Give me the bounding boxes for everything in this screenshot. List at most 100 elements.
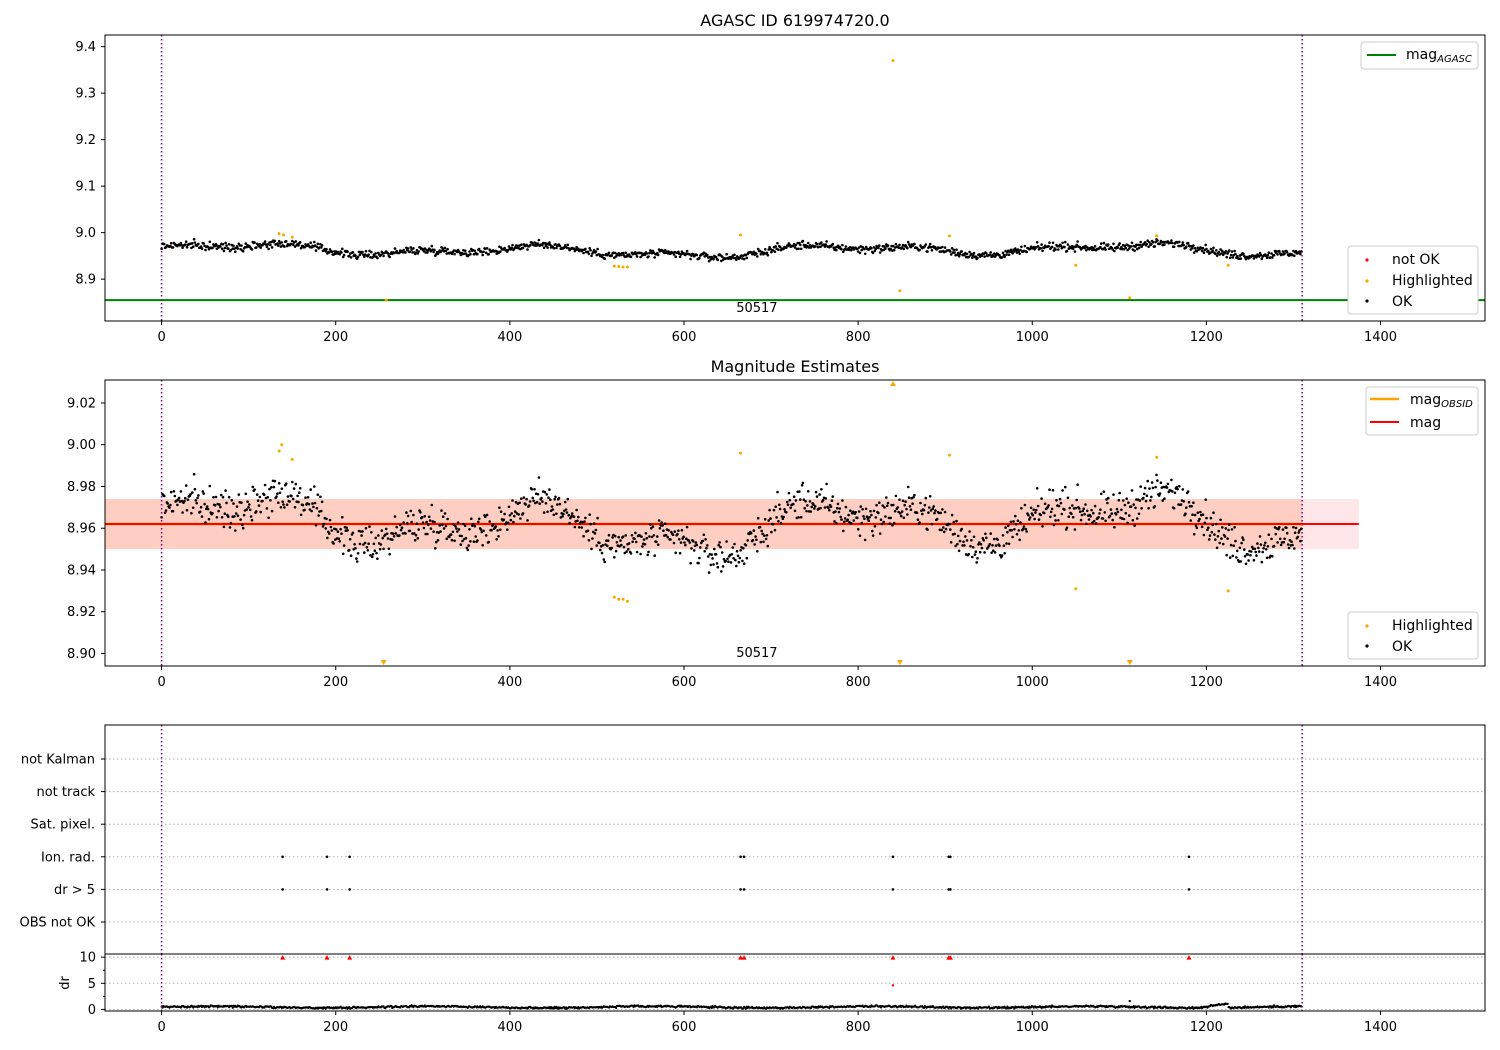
ok-point — [801, 239, 805, 243]
ok-point — [265, 507, 269, 510]
ok-point — [372, 542, 376, 546]
ok-point — [1071, 515, 1075, 519]
ok-point — [706, 555, 710, 558]
ok-point — [1199, 510, 1202, 514]
ok-point — [468, 528, 471, 531]
ok-point — [413, 538, 417, 542]
ok-point — [996, 538, 999, 541]
ok-point — [679, 541, 683, 544]
ok-point — [1186, 490, 1190, 493]
ok-point — [713, 547, 716, 551]
ok-point — [763, 248, 767, 251]
ok-point — [1291, 543, 1294, 547]
legend-mag-label: mag — [1410, 415, 1441, 431]
ok-point — [708, 255, 712, 259]
ok-point — [755, 252, 758, 256]
ok-point — [1226, 537, 1229, 540]
ok-point — [317, 514, 320, 517]
ok-point — [439, 530, 442, 533]
ok-point — [872, 509, 876, 513]
ok-point — [762, 540, 765, 544]
ok-point — [1151, 486, 1155, 490]
ok-point — [1124, 246, 1128, 250]
ok-point — [183, 499, 186, 503]
ok-point — [752, 250, 756, 254]
ok-point — [1047, 504, 1050, 507]
x-tick-label: 200 — [323, 1020, 348, 1035]
ok-point — [1139, 485, 1142, 488]
ok-point — [176, 503, 179, 507]
ok-point — [567, 513, 570, 517]
ok-point — [206, 507, 210, 511]
ok-point — [1048, 241, 1051, 244]
dr-point — [710, 1006, 713, 1010]
ok-point — [674, 551, 677, 555]
ok-point — [860, 248, 863, 252]
ok-point — [241, 249, 245, 253]
x-tick-label: 1000 — [1016, 330, 1049, 345]
ok-point — [570, 515, 573, 518]
ok-point — [444, 249, 448, 253]
ok-point — [667, 529, 670, 532]
ok-point — [963, 544, 966, 547]
ok-point — [1023, 503, 1027, 507]
ok-point — [1189, 519, 1192, 522]
legend-not-ok-marker — [1365, 258, 1369, 262]
ok-point — [1262, 547, 1265, 550]
highlighted-point — [621, 265, 625, 269]
ok-point — [1145, 494, 1149, 498]
ok-point — [644, 532, 648, 535]
ok-point — [1247, 559, 1250, 562]
ok-point — [291, 243, 295, 246]
ok-point — [627, 542, 631, 545]
ok-point — [583, 520, 586, 523]
ok-point — [742, 547, 745, 550]
ok-point — [823, 245, 827, 248]
ok-point — [250, 518, 254, 522]
ok-point — [714, 553, 718, 556]
ok-point — [815, 242, 819, 246]
ok-point — [1208, 534, 1212, 537]
ok-point — [741, 559, 744, 563]
ok-point — [1253, 547, 1257, 551]
ok-point — [530, 488, 534, 491]
ok-point — [1243, 554, 1247, 558]
ok-point — [1116, 510, 1120, 514]
ok-point — [592, 530, 595, 534]
ok-point — [1297, 531, 1300, 534]
ok-point — [937, 511, 941, 515]
ok-point — [952, 520, 956, 524]
ok-point — [1061, 241, 1064, 245]
ok-point — [421, 521, 425, 524]
ok-point — [739, 549, 742, 552]
ok-point — [253, 241, 256, 244]
flag-category-label: OBS not OK — [20, 916, 96, 931]
ok-point — [464, 252, 468, 255]
ok-point — [982, 539, 985, 542]
ok-point — [824, 497, 828, 500]
ok-point — [413, 532, 416, 535]
ok-point — [998, 544, 1001, 548]
x-tick-label: 1200 — [1190, 1020, 1223, 1035]
ok-point — [355, 560, 359, 563]
ok-point — [1127, 501, 1130, 505]
ok-point — [1249, 554, 1252, 557]
ok-point — [984, 532, 987, 536]
ok-point — [405, 511, 408, 514]
ok-point — [338, 540, 342, 543]
ok-point — [1176, 487, 1179, 491]
ok-point — [949, 253, 953, 256]
ok-point — [190, 512, 193, 515]
x-tick-label: 1400 — [1364, 330, 1397, 345]
ok-point — [250, 248, 254, 251]
ok-point — [457, 528, 461, 531]
ok-point — [862, 514, 865, 518]
ok-point — [901, 499, 905, 503]
dr-point — [742, 1007, 745, 1010]
x-tick-label: 1000 — [1016, 1020, 1049, 1035]
ok-point — [309, 488, 313, 491]
ok-point — [823, 506, 827, 509]
ok-point — [268, 487, 271, 491]
ok-point — [619, 539, 622, 542]
ok-point — [430, 503, 434, 507]
